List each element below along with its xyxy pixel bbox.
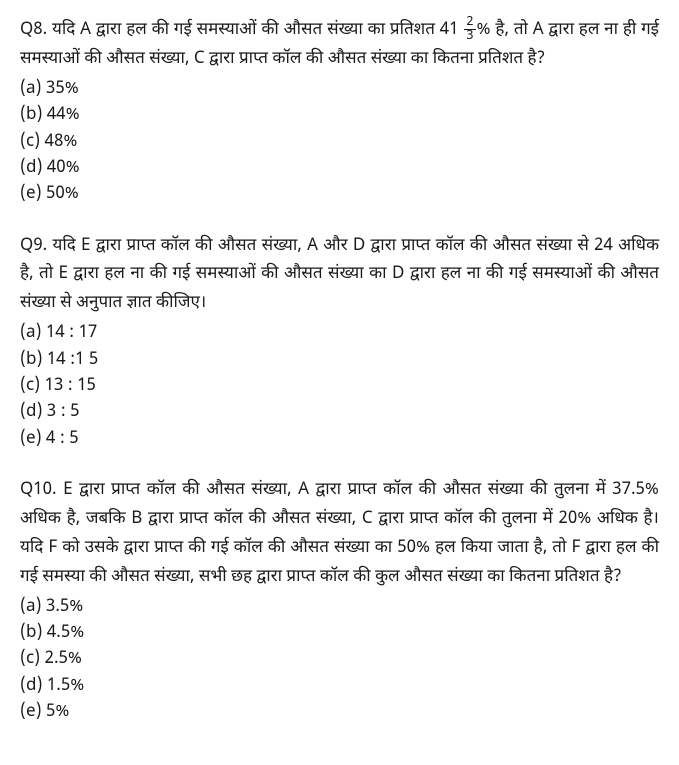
question-9-options: (a) 14 : 17 (b) 14 :1 5 (c) 13 : 15 (d) … bbox=[20, 320, 659, 452]
question-9-label: Q9. bbox=[20, 235, 47, 257]
question-10-text: Q10. E द्वारा प्राप्त कॉल की औसत संख्या,… bbox=[20, 476, 659, 592]
option-a: (a) 35% bbox=[20, 76, 659, 102]
question-10-options: (a) 3.5% (b) 4.5% (c) 2.5% (d) 1.5% (e) … bbox=[20, 594, 659, 726]
option-d: (d) 1.5% bbox=[20, 673, 659, 699]
option-e: (e) 4 : 5 bbox=[20, 426, 659, 452]
question-10-body: E द्वारा प्राप्त कॉल की औसत संख्या, A द्… bbox=[20, 479, 659, 588]
question-9-body: यदि E द्वारा प्राप्त कॉल की औसत संख्या, … bbox=[20, 235, 659, 315]
question-8-textpre: यदि A द्वारा हल की गई समस्याओं की औसत सं… bbox=[52, 19, 458, 41]
question-8-text: Q8. यदि A द्वारा हल की गई समस्याओं की औस… bbox=[20, 16, 659, 74]
option-c: (c) 13 : 15 bbox=[20, 373, 659, 399]
question-8-options: (a) 35% (b) 44% (c) 48% (d) 40% (e) 50% bbox=[20, 76, 659, 208]
option-c: (c) 48% bbox=[20, 129, 659, 155]
option-b: (b) 4.5% bbox=[20, 620, 659, 646]
option-a: (a) 3.5% bbox=[20, 594, 659, 620]
question-10-label: Q10. bbox=[20, 479, 57, 501]
question-8: Q8. यदि A द्वारा हल की गई समस्याओं की औस… bbox=[20, 16, 659, 208]
fraction-den: 3 bbox=[464, 30, 475, 43]
option-d: (d) 40% bbox=[20, 155, 659, 181]
option-c: (c) 2.5% bbox=[20, 646, 659, 672]
question-9-text: Q9. यदि E द्वारा प्राप्त कॉल की औसत संख्… bbox=[20, 232, 659, 319]
question-8-label: Q8. bbox=[20, 19, 47, 41]
option-b: (b) 44% bbox=[20, 102, 659, 128]
option-e: (e) 5% bbox=[20, 699, 659, 725]
question-9: Q9. यदि E द्वारा प्राप्त कॉल की औसत संख्… bbox=[20, 232, 659, 452]
question-10: Q10. E द्वारा प्राप्त कॉल की औसत संख्या,… bbox=[20, 476, 659, 725]
option-b: (b) 14 :1 5 bbox=[20, 347, 659, 373]
option-a: (a) 14 : 17 bbox=[20, 320, 659, 346]
option-d: (d) 3 : 5 bbox=[20, 399, 659, 425]
question-8-fraction: 2 3 bbox=[464, 16, 475, 43]
option-e: (e) 50% bbox=[20, 181, 659, 207]
